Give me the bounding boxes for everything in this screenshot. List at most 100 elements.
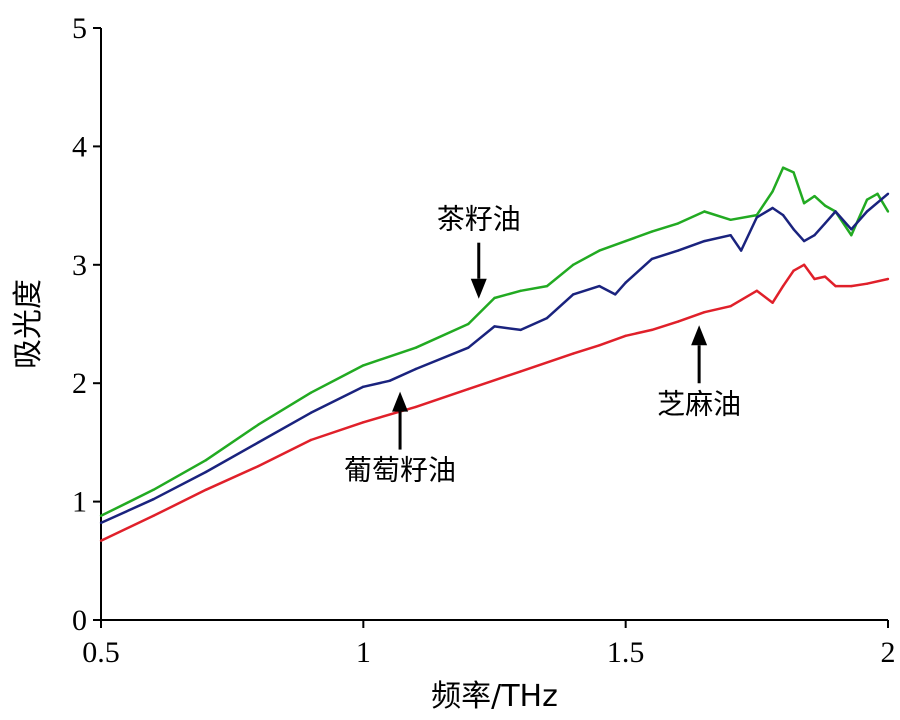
data-point xyxy=(729,234,732,237)
data-point xyxy=(850,284,853,288)
data-point xyxy=(624,334,627,337)
data-point xyxy=(792,171,795,174)
data-point xyxy=(572,352,575,355)
data-point xyxy=(813,277,816,281)
data-point xyxy=(802,202,806,205)
data-point xyxy=(204,459,208,462)
data-point xyxy=(467,387,470,391)
annotation-芝麻油: 芝麻油 xyxy=(657,325,741,420)
data-point xyxy=(703,210,706,213)
data-point xyxy=(519,328,522,332)
data-point xyxy=(865,198,869,201)
annotation-label: 芝麻油 xyxy=(657,387,741,420)
data-point xyxy=(834,210,837,213)
data-point xyxy=(771,301,774,304)
data-point xyxy=(362,385,365,388)
axes: 0 1 2 3 4 5 0.5 1 1.5 2 xyxy=(72,12,896,669)
series-line xyxy=(100,166,890,517)
series-line xyxy=(100,263,889,542)
data-point xyxy=(876,192,879,195)
series-葡萄籽油 xyxy=(99,192,890,525)
data-point xyxy=(519,370,522,373)
x-tick-label: 2 xyxy=(881,636,896,669)
data-point xyxy=(362,364,365,367)
y-axis-title: 吸光度 xyxy=(11,279,46,369)
data-point xyxy=(309,438,313,442)
data-point xyxy=(792,228,795,231)
data-point xyxy=(755,289,758,292)
data-point xyxy=(650,257,654,261)
x-tick-label: 0.5 xyxy=(82,636,120,669)
data-point xyxy=(309,411,313,414)
data-point xyxy=(850,228,853,231)
data-point xyxy=(834,284,837,288)
arrow-head xyxy=(392,391,409,412)
data-point xyxy=(802,263,806,266)
data-point xyxy=(204,488,208,491)
data-point xyxy=(624,239,627,243)
data-point xyxy=(362,421,365,424)
data-point xyxy=(99,514,103,517)
data-point xyxy=(886,192,890,195)
data-point xyxy=(598,344,601,347)
y-tick-label: 0 xyxy=(72,604,87,637)
data-point xyxy=(792,269,795,272)
data-point xyxy=(729,218,732,221)
y-tick-label: 4 xyxy=(72,130,87,163)
data-point xyxy=(823,204,827,207)
data-point xyxy=(309,391,313,394)
x-tick-label: 1.5 xyxy=(607,636,645,669)
series-茶籽油 xyxy=(99,166,890,517)
data-point xyxy=(493,325,496,328)
annotation-葡萄籽油: 葡萄籽油 xyxy=(344,391,456,487)
data-point xyxy=(519,289,522,292)
y-tick-label: 3 xyxy=(72,249,87,282)
y-tick-label: 1 xyxy=(72,486,87,519)
data-point xyxy=(204,470,208,474)
data-point xyxy=(467,322,470,326)
data-point xyxy=(650,328,654,332)
data-point xyxy=(802,239,806,243)
data-point xyxy=(813,234,816,237)
series-layer xyxy=(99,166,890,542)
data-point xyxy=(771,190,774,193)
data-point xyxy=(545,316,549,320)
data-point xyxy=(388,379,391,382)
data-point xyxy=(152,498,155,501)
data-point xyxy=(739,249,743,252)
arrow-head xyxy=(691,325,708,346)
data-point xyxy=(99,539,103,542)
data-point xyxy=(545,284,549,288)
data-point xyxy=(257,464,260,468)
y-tick-label: 5 xyxy=(72,12,87,45)
data-point xyxy=(414,367,417,371)
data-point xyxy=(257,423,260,426)
series-line xyxy=(100,192,889,525)
x-tick-label: 1 xyxy=(356,636,371,669)
annotation-label: 茶籽油 xyxy=(437,203,521,236)
data-point xyxy=(676,320,680,323)
data-point xyxy=(781,166,785,169)
y-tick-label: 2 xyxy=(72,367,87,400)
x-axis-title: 频率/THz xyxy=(431,679,558,714)
data-point xyxy=(614,293,617,296)
data-point xyxy=(414,405,417,409)
data-point xyxy=(703,239,706,243)
data-point xyxy=(886,277,890,281)
data-point xyxy=(676,249,680,252)
data-point xyxy=(414,346,417,349)
data-point xyxy=(755,216,758,219)
data-point xyxy=(572,293,575,296)
data-point xyxy=(771,206,774,210)
data-point xyxy=(865,210,869,213)
series-芝麻油 xyxy=(99,263,890,542)
data-point xyxy=(598,284,601,288)
arrow-head xyxy=(470,278,487,299)
data-point xyxy=(823,222,827,225)
data-point xyxy=(598,249,601,252)
data-point xyxy=(152,514,155,517)
data-point xyxy=(493,296,496,300)
annotation-茶籽油: 茶籽油 xyxy=(437,203,521,299)
